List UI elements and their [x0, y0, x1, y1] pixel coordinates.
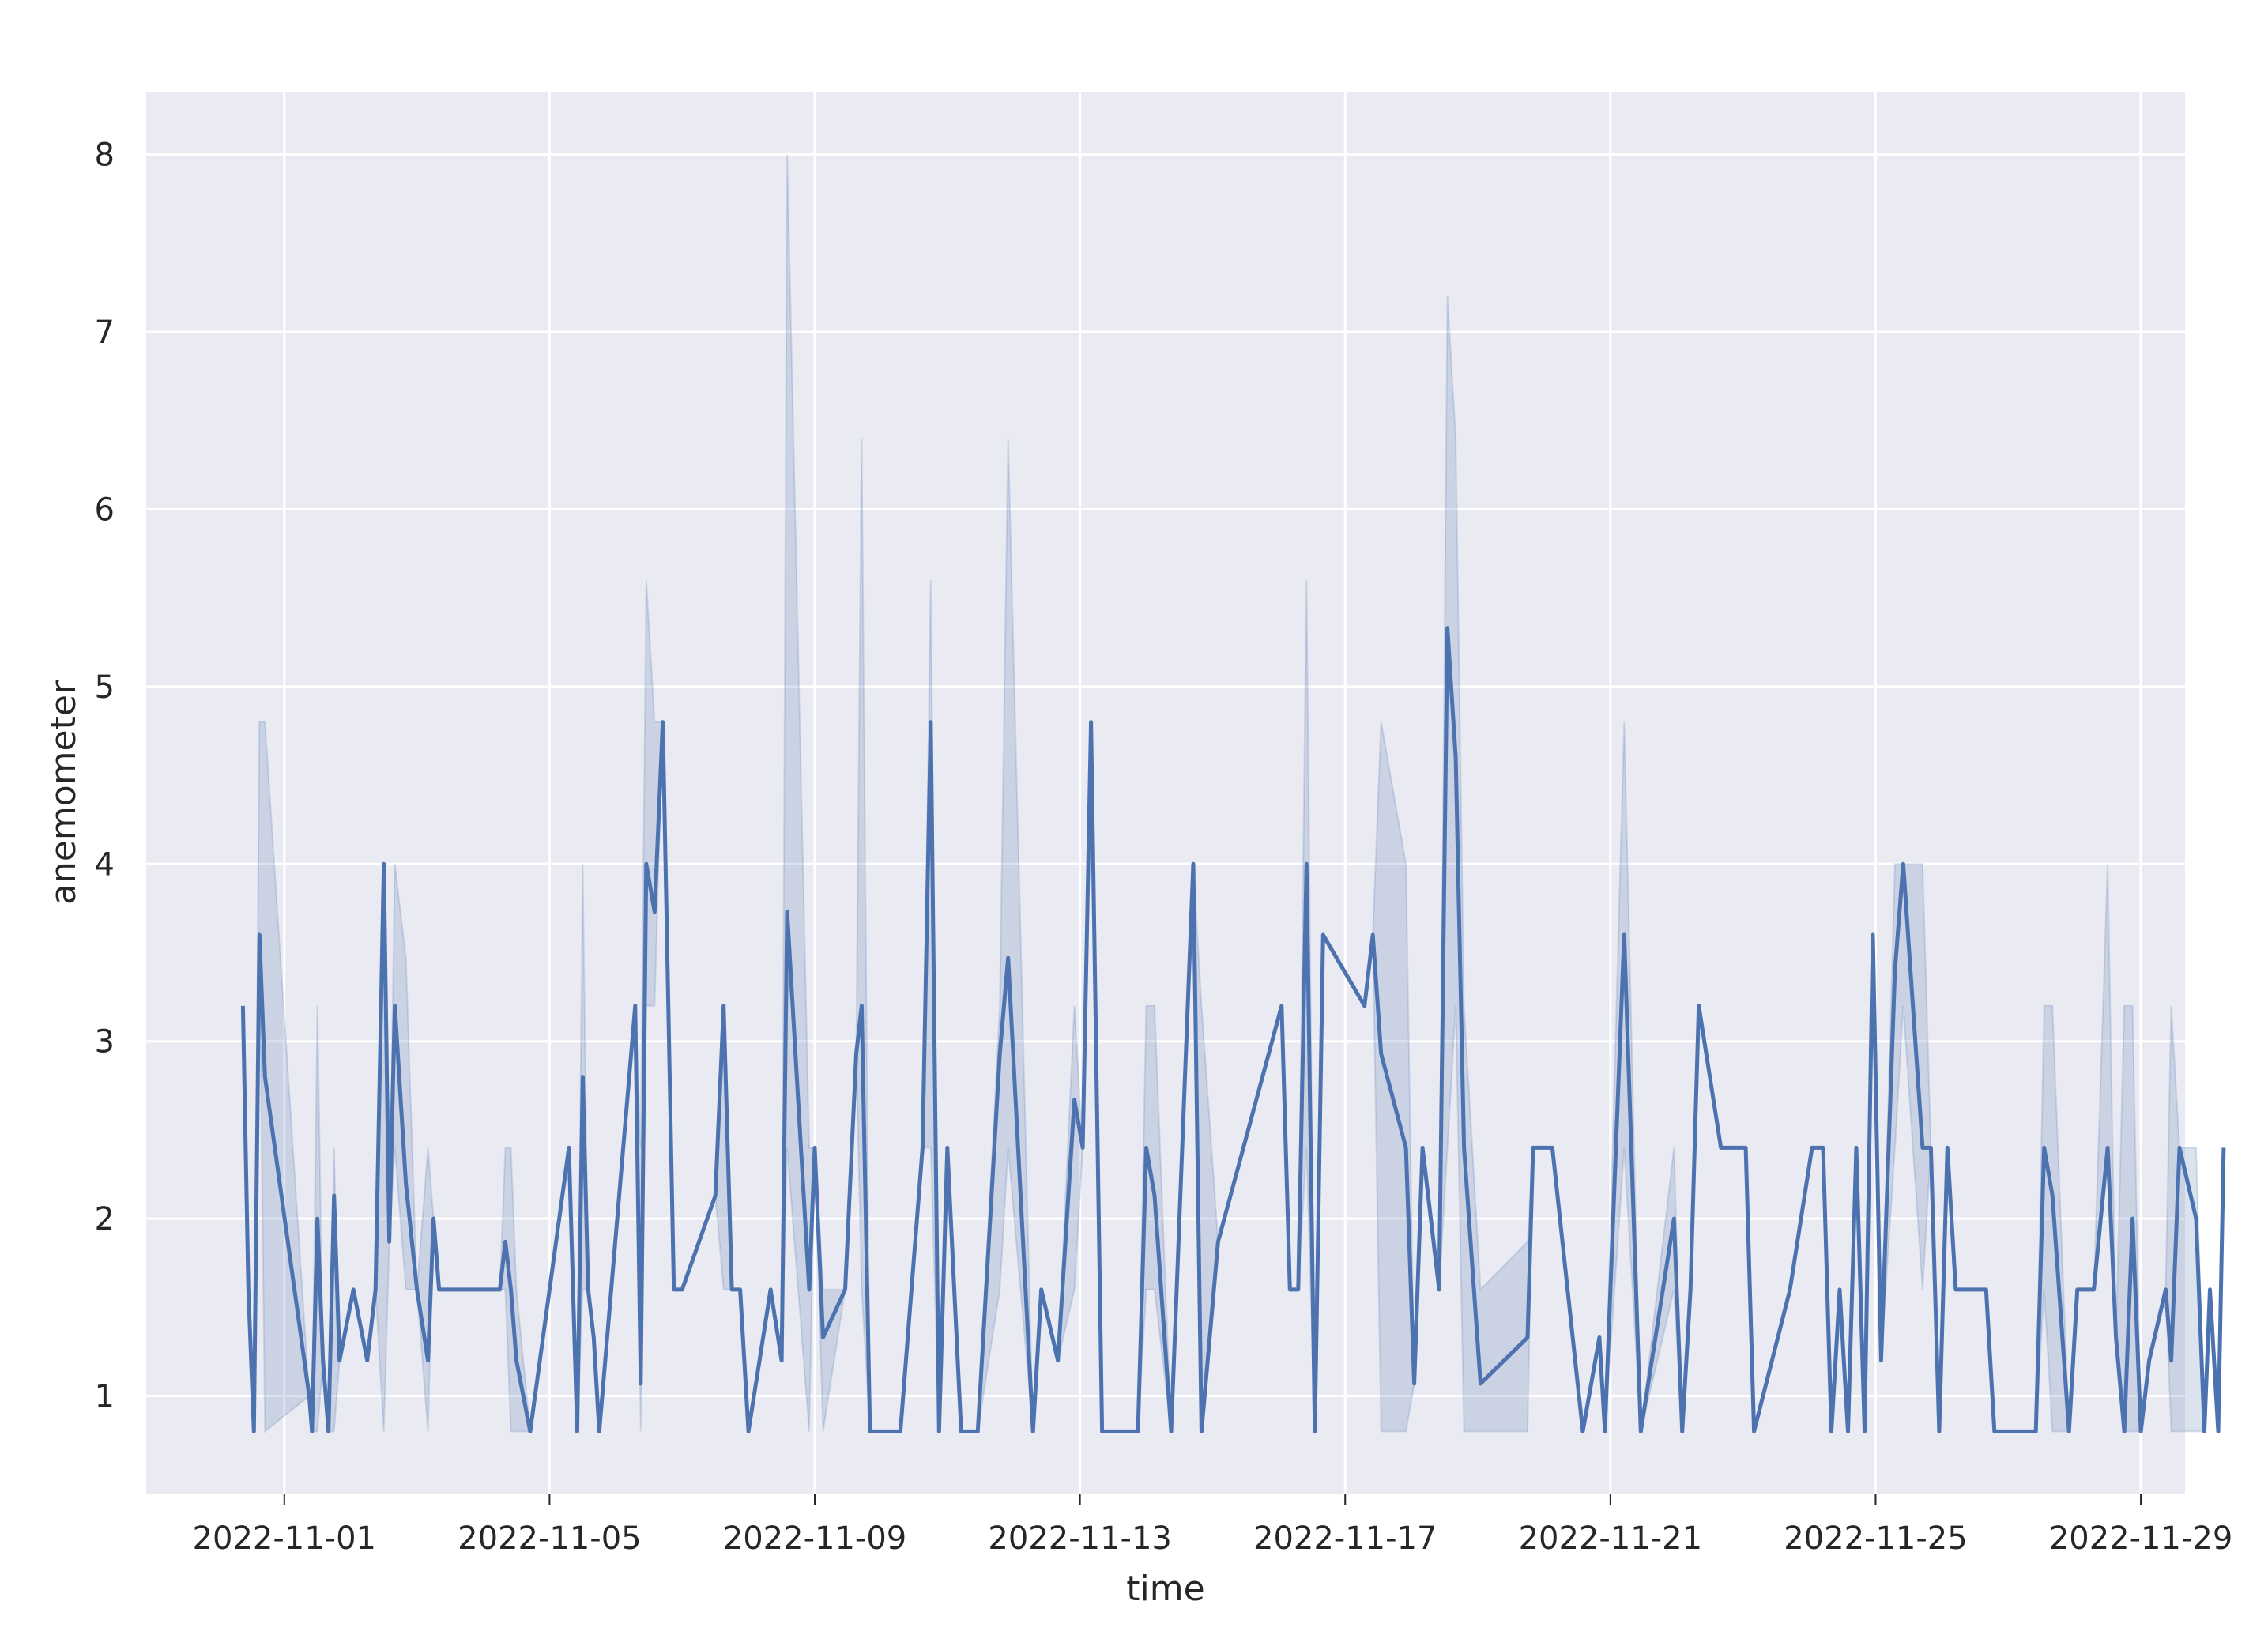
plot-area	[146, 92, 2185, 1494]
x-tick-label: 2022-11-01	[193, 1520, 376, 1557]
anemometer-line	[240, 626, 2226, 1433]
y-tick-label: 5	[95, 669, 115, 706]
series-layer	[240, 626, 2226, 1433]
x-tick-label: 2022-11-25	[1784, 1520, 1967, 1557]
x-tick-label: 2022-11-13	[988, 1520, 1171, 1557]
x-tick-label: 2022-11-21	[1519, 1520, 1702, 1557]
y-tick-label: 7	[95, 315, 115, 351]
y-tick-label: 6	[95, 492, 115, 528]
y-tick-label: 3	[95, 1024, 115, 1060]
y-tick-labels: 1 2 3 4 5 6 7 8	[95, 138, 115, 1415]
y-tick-label: 1	[95, 1379, 115, 1415]
x-tick-labels: 2022-11-01 2022-11-05 2022-11-09 2022-11-13…	[193, 1520, 2233, 1557]
x-tick-label: 2022-11-05	[458, 1520, 641, 1557]
y-tick-label: 8	[95, 138, 115, 174]
x-tick-label: 2022-11-17	[1253, 1520, 1437, 1557]
y-tick-label: 2	[95, 1201, 115, 1238]
y-axis-label: anemometer	[43, 680, 84, 905]
x-axis-label: time	[1126, 1569, 1204, 1609]
y-tick-label: 4	[95, 846, 115, 883]
x-tick-label: 2022-11-09	[723, 1520, 906, 1557]
x-tick-label: 2022-11-29	[2049, 1520, 2232, 1557]
